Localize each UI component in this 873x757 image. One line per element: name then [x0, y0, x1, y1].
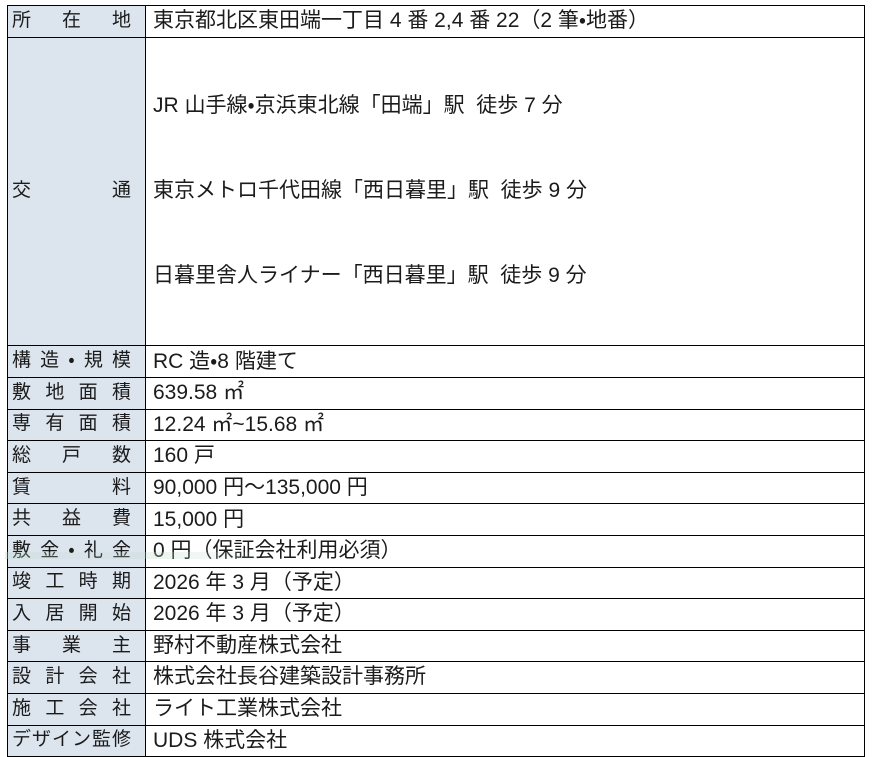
- row-value: ライト工業株式会社: [145, 692, 865, 726]
- table-row: 設計会社 株式会社長谷建築設計事務所: [7, 661, 865, 694]
- row-value: 12.24 ㎡~15.68 ㎡: [145, 408, 865, 442]
- table-row: 共益費 15,000 円: [7, 503, 865, 536]
- row-label: 入居開始: [7, 598, 146, 631]
- table-row: 賃料 90,000 円～135,000 円: [7, 471, 865, 505]
- table-row: 専有面積 12.24 ㎡~15.68 ㎡: [7, 408, 865, 442]
- row-label: デザイン監修: [7, 724, 146, 757]
- table-row: 入居開始 2026 年 3 月（予定）: [7, 598, 865, 631]
- row-label: 施工会社: [7, 692, 146, 726]
- table-row: 事業主 野村不動産株式会社: [7, 629, 865, 663]
- row-label: 専有面積: [7, 408, 146, 442]
- table-row: 総戸数 160 戸: [7, 440, 865, 473]
- row-label: 総戸数: [7, 440, 146, 473]
- row-value: 東京都北区東田端一丁目 4 番 2,4 番 22（2 筆・地番）: [145, 5, 865, 38]
- access-line: 東京メトロ千代田線「西日暮里」駅 徒歩 9 分: [153, 179, 588, 203]
- row-label: 賃料: [7, 471, 146, 505]
- row-value: 2026 年 3 月（予定）: [145, 566, 865, 600]
- row-value: RC 造・8 階建て: [145, 345, 865, 378]
- table-row: 所在地 東京都北区東田端一丁目 4 番 2,4 番 22（2 筆・地番）: [7, 5, 865, 38]
- access-line: JR 山手線・京浜東北線「田端」駅 徒歩 7 分: [153, 94, 563, 118]
- row-value: 160 戸: [145, 440, 865, 473]
- table-row: 竣工時期 2026 年 3 月（予定）: [7, 566, 865, 600]
- row-value: 15,000 円: [145, 503, 865, 536]
- row-value: JR 山手線・京浜東北線「田端」駅 徒歩 7 分 東京メトロ千代田線「西日暮里」…: [145, 36, 865, 347]
- row-value: 2026 年 3 月（予定）: [145, 598, 865, 631]
- table-row: 交通 JR 山手線・京浜東北線「田端」駅 徒歩 7 分 東京メトロ千代田線「西日…: [7, 36, 865, 347]
- row-label: 所在地: [7, 5, 146, 38]
- table-row: 敷金・礼金 0 円（保証会社利用必須）: [7, 534, 865, 568]
- row-label: 共益費: [7, 503, 146, 536]
- row-value: 90,000 円～135,000 円: [145, 471, 865, 505]
- row-label: 構造・規模: [7, 345, 146, 378]
- row-value: 639.58 ㎡: [145, 376, 865, 410]
- row-value: UDS 株式会社: [145, 724, 865, 757]
- row-label: 設計会社: [7, 661, 146, 694]
- row-label: 事業主: [7, 629, 146, 663]
- row-label: 敷地面積: [7, 376, 146, 410]
- page: { "colors": { "label_bg": "#dce4ee", "bo…: [5, 5, 865, 757]
- table-row: 敷地面積 639.58 ㎡: [7, 376, 865, 410]
- table-row: 構造・規模 RC 造・8 階建て: [7, 345, 865, 378]
- property-spec-table: 所在地 東京都北区東田端一丁目 4 番 2,4 番 22（2 筆・地番） 交通 …: [7, 5, 865, 757]
- row-label: 竣工時期: [7, 566, 146, 600]
- table-row: 施工会社 ライト工業株式会社: [7, 692, 865, 726]
- row-value: 株式会社長谷建築設計事務所: [145, 661, 865, 694]
- access-line: 日暮里舎人ライナー「西日暮里」駅 徒歩 9 分: [153, 264, 587, 288]
- row-label: 敷金・礼金: [7, 534, 146, 568]
- table-row: デザイン監修 UDS 株式会社: [7, 724, 865, 757]
- row-value: 野村不動産株式会社: [145, 629, 865, 663]
- row-label: 交通: [7, 36, 146, 347]
- row-value: 0 円（保証会社利用必須）: [145, 534, 865, 568]
